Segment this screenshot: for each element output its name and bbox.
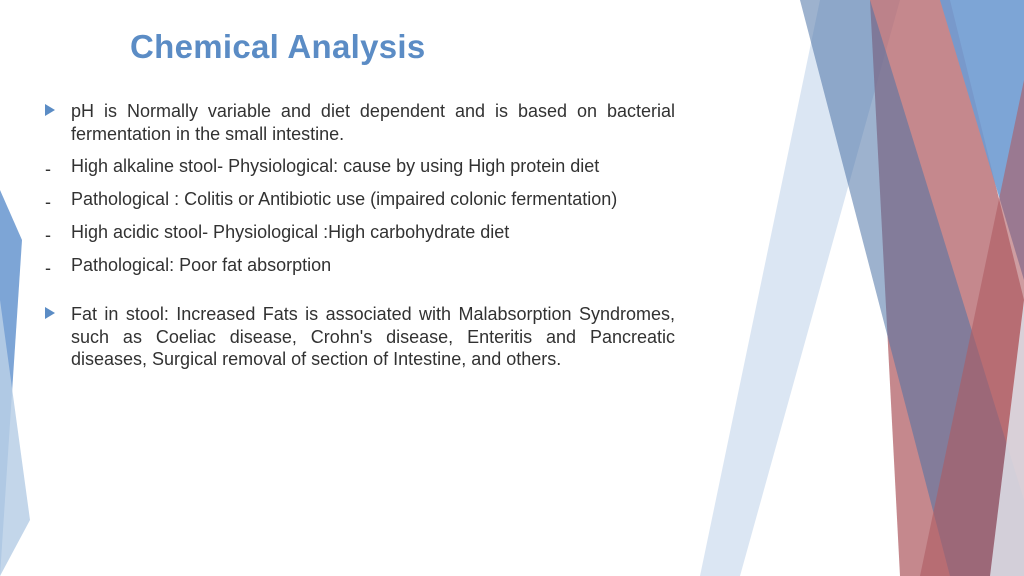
triangle-bullet-icon <box>45 100 71 116</box>
list-item-text: Pathological: Poor fat absorption <box>71 254 675 277</box>
list-item-text: Fat in stool: Increased Fats is associat… <box>71 303 675 371</box>
dash-bullet-icon: - <box>45 155 71 178</box>
dash-bullet-icon: - <box>45 254 71 277</box>
list-item-text: Pathological : Colitis or Antibiotic use… <box>71 188 675 211</box>
list-item: pH is Normally variable and diet depende… <box>45 100 675 145</box>
list-item: - Pathological : Colitis or Antibiotic u… <box>45 188 675 211</box>
list-item-text: High alkaline stool- Physiological: caus… <box>71 155 675 178</box>
triangle-bullet-icon <box>45 303 71 319</box>
dash-bullet-icon: - <box>45 221 71 244</box>
list-item: - Pathological: Poor fat absorption <box>45 254 675 277</box>
list-item: - High acidic stool- Physiological :High… <box>45 221 675 244</box>
content-area: pH is Normally variable and diet depende… <box>45 100 675 381</box>
list-item-text: pH is Normally variable and diet depende… <box>71 100 675 145</box>
list-item: - High alkaline stool- Physiological: ca… <box>45 155 675 178</box>
dash-bullet-icon: - <box>45 188 71 211</box>
list-item: Fat in stool: Increased Fats is associat… <box>45 303 675 371</box>
slide-title: Chemical Analysis <box>130 28 426 66</box>
list-item-text: High acidic stool- Physiological :High c… <box>71 221 675 244</box>
slide: Chemical Analysis pH is Normally variabl… <box>0 0 1024 576</box>
